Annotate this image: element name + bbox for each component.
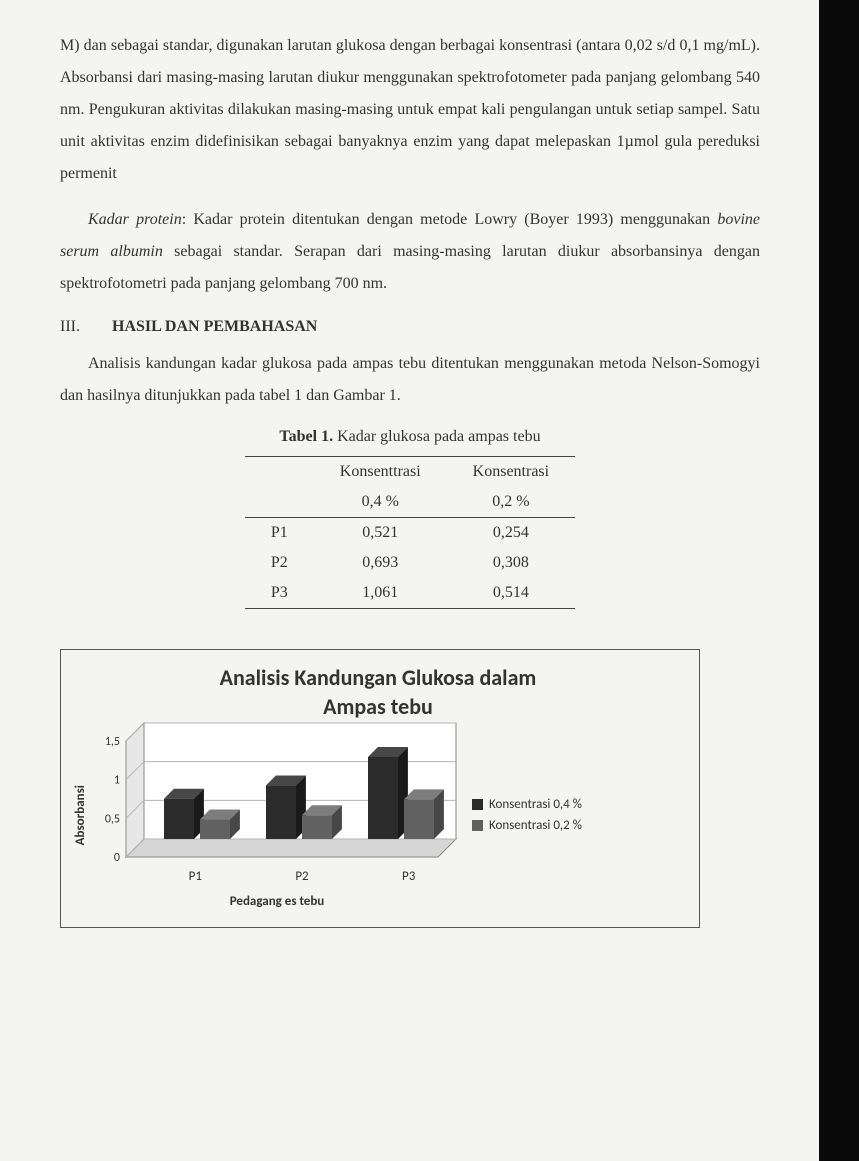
svg-text:1,5: 1,5 [105, 735, 120, 749]
legend-label: Konsentrasi 0,4 % [489, 797, 582, 812]
svg-text:0,5: 0,5 [105, 813, 120, 827]
section-title: HASIL DAN PEMBAHASAN [112, 318, 317, 335]
y-axis-label: Absorbansi [73, 785, 88, 845]
scan-edge-strip [819, 0, 859, 1161]
table-caption-rest: Kadar glukosa pada ampas tebu [333, 428, 540, 445]
legend-swatch-icon [472, 820, 483, 831]
table-caption-bold: Tabel 1. [279, 428, 333, 445]
x-tick: P2 [295, 869, 308, 884]
chart-title: Analisis Kandungan Glukosa dalam Ampas t… [73, 664, 683, 721]
para2-text-b: sebagai standar. Serapan dari masing-mas… [60, 243, 760, 292]
chart-body: Absorbansi 0 0,5 1 1,5 P1 P2 P3 Pedagang es… [73, 721, 683, 909]
th2-col-1: 0,4 % [314, 487, 447, 518]
x-tick: P1 [189, 869, 202, 884]
legend-swatch-icon [472, 799, 483, 810]
chart-panel: Analisis Kandungan Glukosa dalam Ampas t… [60, 649, 700, 928]
cell: 0,514 [447, 578, 575, 609]
th-blank [245, 457, 314, 488]
th2-col-2: 0,2 % [447, 487, 575, 518]
plot-column: 0 0,5 1 1,5 P1 P2 P3 Pedagang es tebu [92, 721, 462, 909]
cell: P3 [245, 578, 314, 609]
legend-item: Konsentrasi 0,4 % [472, 797, 582, 812]
cell: 1,061 [314, 578, 447, 609]
section-number: III. [60, 318, 108, 336]
para2-text-a: : Kadar protein ditentukan dengan metode… [182, 211, 718, 228]
svg-text:0: 0 [114, 851, 120, 863]
cell: 0,521 [314, 518, 447, 549]
cell: 0,693 [314, 548, 447, 578]
table-header-row-2: 0,4 % 0,2 % [245, 487, 575, 518]
legend-item: Konsentrasi 0,2 % [472, 818, 582, 833]
cell: P2 [245, 548, 314, 578]
th-col-2: Konsentrasi [447, 457, 575, 488]
svg-text:1: 1 [114, 774, 120, 788]
page: M) dan sebagai standar, digunakan laruta… [0, 0, 800, 968]
paragraph-3: Analisis kandungan kadar glukosa pada am… [60, 348, 760, 412]
legend-label: Konsentrasi 0,2 % [489, 818, 582, 833]
chart-legend: Konsentrasi 0,4 % Konsentrasi 0,2 % [472, 791, 582, 839]
x-tick-row: P1 P2 P3 [142, 869, 462, 884]
cell: 0,308 [447, 548, 575, 578]
paragraph-2: Kadar protein: Kadar protein ditentukan … [60, 204, 760, 300]
para2-lead-italic: Kadar protein [88, 211, 182, 228]
cell: P1 [245, 518, 314, 549]
table-row: P1 0,521 0,254 [245, 518, 575, 549]
chart-title-line-1: Analisis Kandungan Glukosa dalam [220, 664, 537, 691]
th-col-1: Konsenttrasi [314, 457, 447, 488]
glucose-table: Konsenttrasi Konsentrasi 0,4 % 0,2 % P1 … [245, 456, 575, 609]
paragraph-1: M) dan sebagai standar, digunakan laruta… [60, 30, 760, 190]
cell: 0,254 [447, 518, 575, 549]
table-header-row-1: Konsenttrasi Konsentrasi [245, 457, 575, 488]
table-row: P3 1,061 0,514 [245, 578, 575, 609]
th2-blank [245, 487, 314, 518]
section-heading: III. HASIL DAN PEMBAHASAN [60, 318, 760, 336]
chart-title-line-2: Ampas tebu [323, 693, 433, 720]
table-caption: Tabel 1. Kadar glukosa pada ampas tebu [60, 428, 760, 446]
table-row: P2 0,693 0,308 [245, 548, 575, 578]
bar-chart-svg: 0 0,5 1 1,5 [92, 721, 462, 863]
x-tick: P3 [402, 869, 415, 884]
x-axis-title: Pedagang es tebu [230, 894, 325, 909]
